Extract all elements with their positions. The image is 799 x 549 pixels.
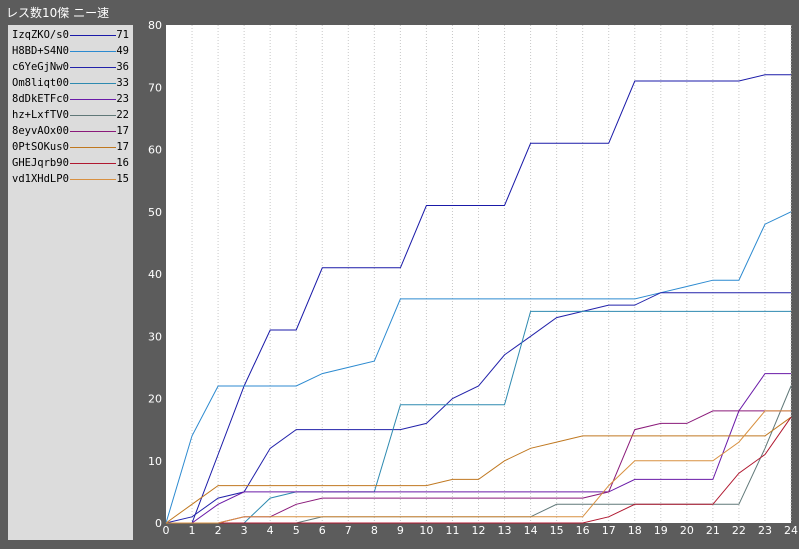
- x-tick-label: 13: [498, 524, 512, 537]
- legend-swatch: [70, 115, 116, 116]
- legend-item-count: 16: [116, 157, 129, 169]
- x-tick-label: 16: [576, 524, 590, 537]
- x-tick-label: 11: [445, 524, 459, 537]
- x-tick-label: 6: [319, 524, 326, 537]
- x-tick-label: 23: [758, 524, 772, 537]
- legend-swatch: [70, 51, 116, 52]
- legend-item: 8eyvAOx00 17: [12, 123, 131, 139]
- legend-item-name: hz+LxfTV0: [12, 109, 69, 121]
- x-tick-label: 12: [472, 524, 486, 537]
- legend-item-name: vd1XHdLP0: [12, 173, 69, 185]
- legend-item-count: 49: [116, 45, 129, 57]
- y-tick-label: 40: [148, 268, 162, 281]
- legend-item: hz+LxfTV0 22: [12, 107, 131, 123]
- x-tick-label: 8: [371, 524, 378, 537]
- x-tick-label: 18: [628, 524, 642, 537]
- x-tick-label: 20: [680, 524, 694, 537]
- legend-item: c6YeGjNw0 36: [12, 59, 131, 75]
- legend-item-count: 17: [116, 125, 129, 137]
- x-tick-label: 7: [345, 524, 352, 537]
- x-tick-label: 2: [215, 524, 222, 537]
- legend-panel: IzqZKO/s0 71 H8BD+S4N0 49 c6YeGjNw0 36 Om8liqt…: [8, 25, 133, 540]
- series-line: [166, 373, 791, 524]
- legend-item-name: IzqZKO/s0: [12, 29, 69, 41]
- legend-item-count: 15: [116, 173, 129, 185]
- x-tick-label: 24: [784, 524, 798, 537]
- legend-item-name: 8eyvAOx00: [12, 125, 69, 137]
- legend-item-count: 33: [116, 77, 129, 89]
- legend-item-count: 22: [116, 109, 129, 121]
- series-line: [166, 416, 792, 524]
- legend-item: Om8liqt00 33: [12, 75, 131, 91]
- legend-swatch: [70, 83, 116, 84]
- y-tick-label: 10: [148, 455, 162, 468]
- legend-item: IzqZKO/s0 71: [12, 27, 131, 43]
- x-tick-label: 1: [189, 524, 196, 537]
- legend-item-name: H8BD+S4N0: [12, 45, 69, 57]
- series-line: [165, 416, 792, 524]
- y-tick-label: 0: [155, 517, 162, 530]
- legend-swatch: [70, 67, 116, 68]
- x-tick-label: 10: [419, 524, 433, 537]
- x-tick-label: 3: [241, 524, 248, 537]
- legend-item-name: 8dDkETFc0: [12, 93, 69, 105]
- x-tick-label: 21: [706, 524, 720, 537]
- legend-swatch: [70, 131, 116, 132]
- legend-item-count: 23: [116, 93, 129, 105]
- window-title: レス数10傑 ニー速: [6, 6, 110, 20]
- legend-swatch: [70, 163, 116, 164]
- legend-item: H8BD+S4N0 49: [12, 43, 131, 59]
- legend-swatch: [70, 147, 116, 148]
- legend-item-count: 36: [116, 61, 129, 73]
- y-tick-label: 30: [148, 330, 162, 343]
- x-tick-label: 0: [163, 524, 170, 537]
- legend-item: 8dDkETFc0 23: [12, 91, 131, 107]
- legend-swatch: [70, 99, 116, 100]
- x-tick-label: 4: [267, 524, 274, 537]
- y-tick-label: 70: [148, 81, 162, 94]
- legend-item: 0PtSOKus0 17: [12, 139, 131, 155]
- legend-item: GHEJqrb90 16: [12, 155, 131, 171]
- y-tick-label: 20: [148, 393, 162, 406]
- x-tick-label: 5: [293, 524, 300, 537]
- series-line: [165, 292, 791, 524]
- x-tick-label: 22: [732, 524, 746, 537]
- x-tick-label: 17: [602, 524, 616, 537]
- series-line: [165, 211, 792, 524]
- legend-item-name: 0PtSOKus0: [12, 141, 69, 153]
- legend-item: vd1XHdLP0 15: [12, 171, 131, 187]
- x-tick-label: 9: [397, 524, 404, 537]
- y-tick-label: 50: [148, 206, 162, 219]
- legend-item-name: Om8liqt00: [12, 77, 69, 89]
- y-tick-label: 60: [148, 144, 162, 157]
- x-tick-label: 19: [654, 524, 668, 537]
- legend-swatch: [70, 179, 116, 180]
- legend-item-count: 71: [116, 29, 129, 41]
- series-line: [166, 310, 791, 524]
- legend-swatch: [70, 35, 116, 36]
- legend-item-name: c6YeGjNw0: [12, 61, 69, 73]
- y-tick-label: 80: [148, 19, 162, 32]
- legend-item-count: 17: [116, 141, 129, 153]
- series-line: [166, 74, 791, 524]
- series-line: [166, 410, 791, 524]
- legend-item-name: GHEJqrb90: [12, 157, 69, 169]
- x-tick-label: 14: [524, 524, 538, 537]
- x-tick-label: 15: [550, 524, 564, 537]
